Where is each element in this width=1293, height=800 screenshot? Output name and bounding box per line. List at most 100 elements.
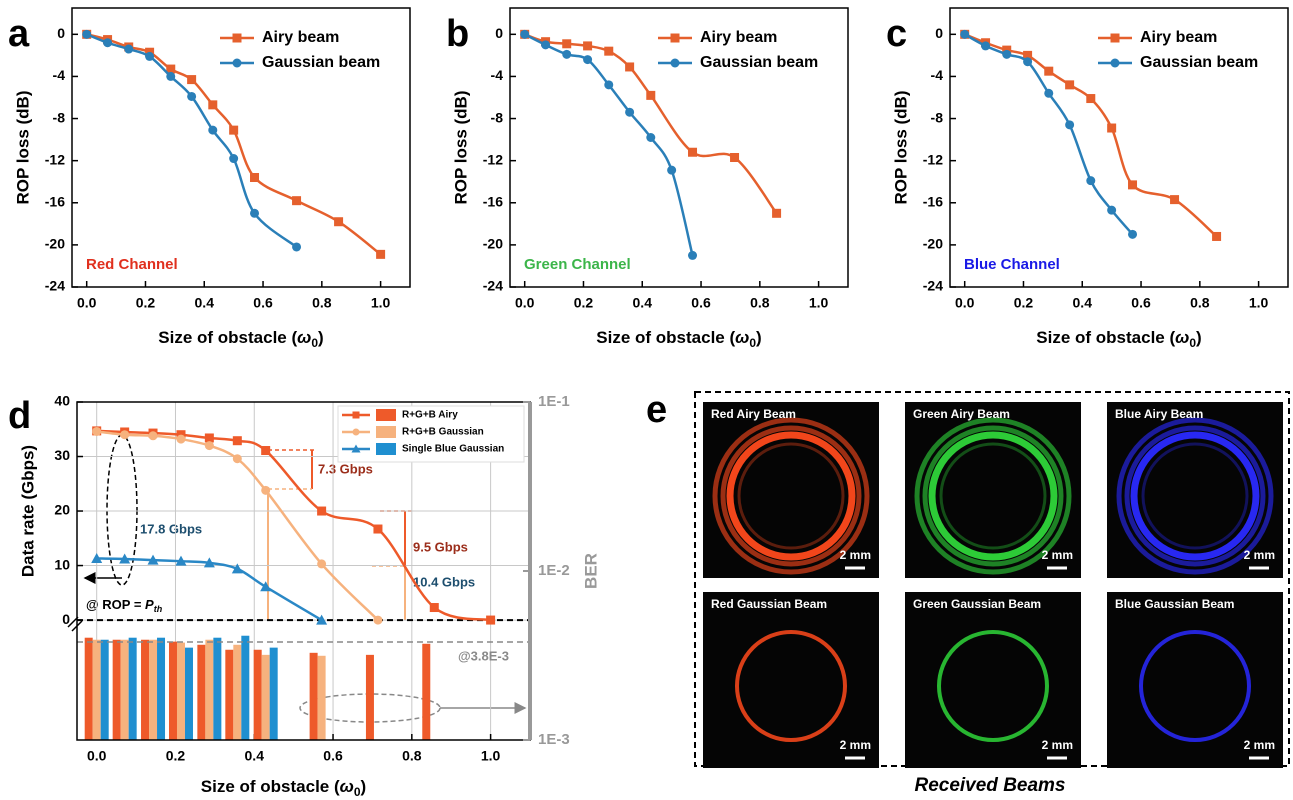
y-tick-label: -20 <box>923 236 943 252</box>
marker <box>646 90 656 100</box>
x-axis-label: Size of obstacle (ω0) <box>158 328 323 350</box>
marker <box>960 29 970 39</box>
x-axis-label-part: ) <box>1196 328 1202 347</box>
marker <box>317 506 327 516</box>
x-axis-label-part: ) <box>318 328 324 347</box>
bar <box>197 644 206 740</box>
x-axis-label-part: ω <box>1175 328 1189 347</box>
legend-label: Single Blue Gaussian <box>402 444 504 455</box>
marker <box>334 217 344 227</box>
marker <box>670 58 680 68</box>
marker <box>148 431 158 441</box>
y-tick-label: 0 <box>495 25 503 41</box>
bar <box>84 637 93 740</box>
marker <box>166 64 176 74</box>
y-tick-label: 20 <box>54 502 70 518</box>
y-axis-label: ROP loss (dB) <box>451 91 470 205</box>
x-tick-label: 0.2 <box>136 295 156 311</box>
marker <box>772 208 782 218</box>
x-tick-label: 0.6 <box>323 748 343 764</box>
x-axis-label-part: 0 <box>1189 336 1196 350</box>
x-axis-label-part: 0 <box>311 336 318 350</box>
scale-label: 2 mm <box>1244 548 1275 562</box>
beam-ring <box>914 417 1072 575</box>
marker <box>670 33 680 43</box>
marker <box>583 55 593 65</box>
beam-ring <box>1141 442 1249 550</box>
bar <box>225 649 234 740</box>
legend-label: Airy beam <box>700 29 777 46</box>
x-tick-label: 0.2 <box>1014 295 1034 311</box>
legend-bar <box>376 426 396 438</box>
marker <box>120 430 130 440</box>
legend-label: Gaussian beam <box>262 54 380 71</box>
marker <box>208 125 218 135</box>
beam-title: Red Airy Beam <box>711 407 796 421</box>
y2-tick-label: 1E-1 <box>538 393 570 410</box>
bar <box>233 644 242 740</box>
bar <box>317 655 326 740</box>
x-axis-label-part: ) <box>361 777 367 796</box>
legend-label: Gaussian beam <box>1140 54 1258 71</box>
y-axis-label: ROP loss (dB) <box>13 91 32 205</box>
marker <box>204 441 214 451</box>
marker <box>1044 88 1054 98</box>
marker <box>1110 33 1120 43</box>
marker <box>1002 49 1012 59</box>
marker <box>292 196 302 206</box>
y-tick-label: -4 <box>931 67 944 83</box>
marker <box>176 434 186 444</box>
marker <box>231 563 243 574</box>
x-tick-label: 0.0 <box>955 295 975 311</box>
marker <box>1128 229 1138 239</box>
beam-ring <box>937 630 1049 742</box>
x-axis-label: Size of obstacle (ω0) <box>1036 328 1201 350</box>
marker <box>981 41 991 51</box>
bar <box>309 652 318 740</box>
beam-ring <box>1130 431 1260 561</box>
marker <box>145 51 155 61</box>
bar <box>176 642 185 740</box>
marker <box>562 49 572 59</box>
bar <box>205 639 214 740</box>
panel-letter: a <box>8 13 30 55</box>
annotation: 17.8 Gbps <box>140 521 202 536</box>
y-tick-label: -4 <box>491 67 504 83</box>
y-tick-label: 0 <box>57 25 65 41</box>
marker <box>82 29 92 39</box>
marker <box>1065 120 1075 130</box>
legend-label: R+G+B Airy <box>402 410 458 421</box>
y-tick-label: -24 <box>923 278 943 294</box>
y-tick-label: 10 <box>54 556 70 572</box>
y-tick-label: -12 <box>45 151 65 167</box>
marker <box>351 444 361 453</box>
marker <box>1023 57 1033 67</box>
series-line <box>96 429 491 622</box>
beam-ring <box>737 442 845 550</box>
marker <box>92 426 102 436</box>
y-axis-label: Data rate (Gbps) <box>18 445 37 577</box>
scale-label: 2 mm <box>1244 738 1275 752</box>
beam-ring <box>726 431 856 561</box>
y-axis-label: ROP loss (dB) <box>891 91 910 205</box>
x-axis-label-part: Size of obstacle ( <box>201 777 340 796</box>
y-tick-label: -12 <box>923 151 943 167</box>
x-tick-label: 0.0 <box>87 748 107 764</box>
series-line <box>524 33 778 215</box>
x-tick-label: 0.0 <box>515 295 535 311</box>
plot-frame <box>949 7 1289 288</box>
panel-letter: b <box>446 13 469 55</box>
x-tick-label: 0.4 <box>195 295 215 311</box>
y-tick-label: -20 <box>45 236 65 252</box>
x-axis-label-part: ) <box>756 328 762 347</box>
marker <box>1110 58 1120 68</box>
bar <box>241 635 250 740</box>
x-tick-label: 0.4 <box>245 748 265 764</box>
marker <box>250 173 260 183</box>
bar <box>269 647 278 740</box>
x-axis-label-part: Size of obstacle ( <box>596 328 735 347</box>
marker <box>232 33 242 43</box>
beam-ring <box>735 630 847 742</box>
x-tick-label: 0.4 <box>1073 295 1093 311</box>
marker <box>1044 66 1054 76</box>
